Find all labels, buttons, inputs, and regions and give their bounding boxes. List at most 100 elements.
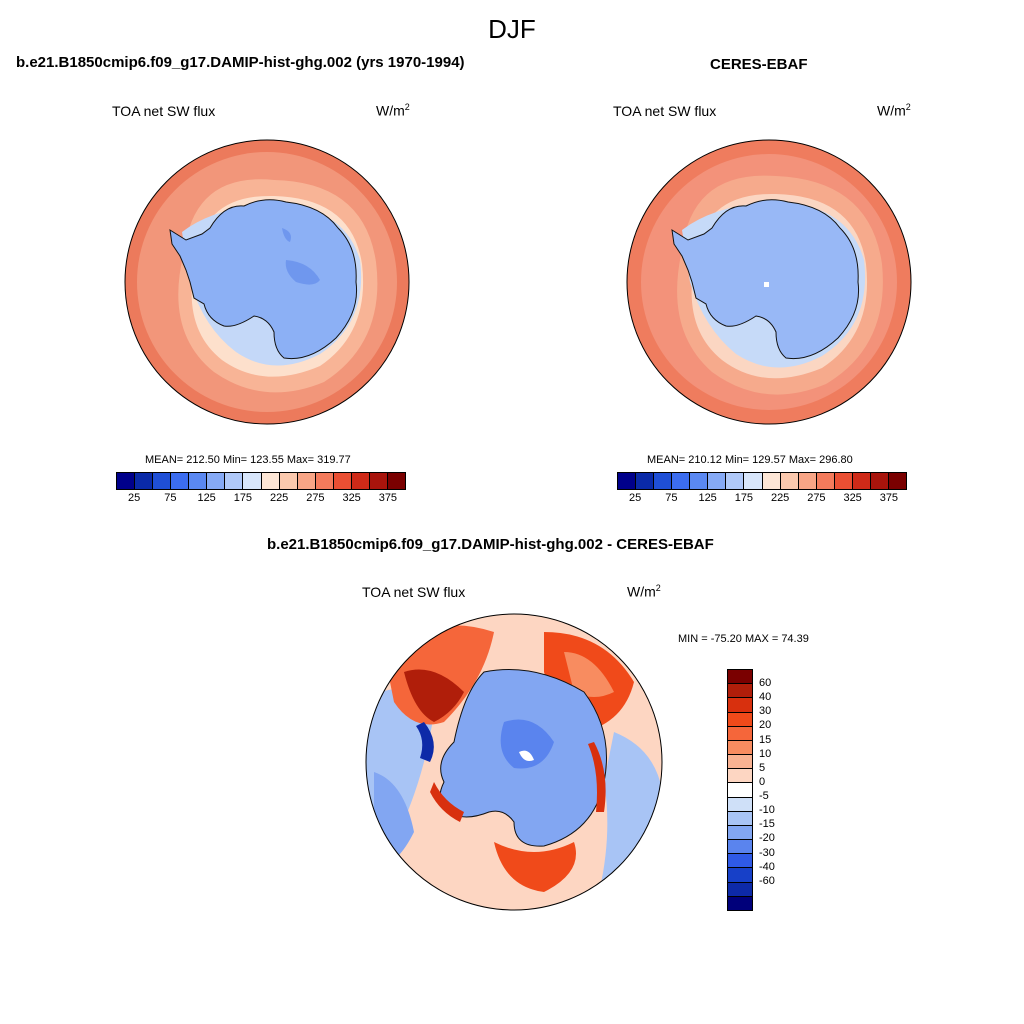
colorbar-swatches [727,669,753,911]
panel-1-unit-label: W/m2 [376,102,410,119]
colorbar-tick-label: 10 [759,747,772,760]
colorbar-swatch [315,473,334,489]
colorbar-swatch [117,473,136,489]
colorbar-swatch [728,825,752,841]
panel-1-polar-map [124,139,410,425]
colorbar-swatch [728,882,752,897]
colorbar-swatch [225,473,244,489]
colorbar-swatch [369,473,388,489]
colorbar-tick-label: 15 [759,733,772,746]
colorbar-swatch [762,473,781,489]
colorbar-swatch [243,473,262,489]
panel-2-unit-label: W/m2 [877,102,911,119]
panel-1-stats: MEAN= 212.50 Min= 123.55 Max= 319.77 [145,454,351,466]
colorbar-tick-label: -40 [759,860,775,873]
colorbar-swatch [728,726,752,741]
colorbar-tick-label: 0 [759,775,766,788]
colorbar-tick-label: 75 [665,492,678,504]
colorbar-swatch [744,473,763,489]
colorbar-swatch [261,473,280,489]
colorbar-swatch [728,896,752,910]
colorbar-swatch [690,473,709,489]
colorbar-tick-label: 175 [734,492,754,504]
colorbar-swatch [654,473,673,489]
colorbar-ticks: 25 75 125 175 225 275 325 375 [617,490,907,506]
colorbar-swatches [617,472,907,490]
colorbar-tick-label: 225 [269,492,289,504]
colorbar-tick-label: 30 [759,705,772,718]
panel-1-antarctica-landmass [169,199,358,360]
colorbar-tick-label: 375 [879,492,899,504]
colorbar-swatch [728,769,752,784]
colorbar-swatch [780,473,799,489]
panel-1-variable-label: TOA net SW flux [112,103,216,119]
colorbar-tick-label: -20 [759,832,775,845]
colorbar-swatch [728,712,752,727]
colorbar-swatch [728,670,752,685]
colorbar-ticks: 60 40 30 20 15 10 5 0 -5 -10 -15 -20 -30 -40 -60 [759,669,799,909]
colorbar-tick-label: 20 [759,719,772,732]
colorbar-tick-label: 175 [233,492,253,504]
panel-3-variable-label: TOA net SW flux [362,584,466,600]
panel-3-polar-map [365,613,663,911]
colorbar-swatch [672,473,691,489]
panel-1-title: b.e21.B1850cmip6.f09_g17.DAMIP-hist-ghg.… [16,54,465,71]
colorbar-swatch [798,473,817,489]
colorbar-tick-label: 75 [164,492,177,504]
panel-2-polar-map [626,139,912,425]
panel-3-title: b.e21.B1850cmip6.f09_g17.DAMIP-hist-ghg.… [267,536,714,553]
colorbar-swatch [171,473,190,489]
colorbar-ticks: 25 75 125 175 225 275 325 375 [116,490,406,506]
colorbar-swatch [728,740,752,756]
colorbar-swatch [153,473,172,489]
colorbar-tick-label: 325 [342,492,361,504]
colorbar-swatch [728,840,752,855]
panel-2-colorbar: 25 75 125 175 225 275 325 375 [617,472,907,506]
colorbar-tick-label: 325 [843,492,862,504]
colorbar-tick-label: -5 [759,790,769,803]
colorbar-tick-label: 60 [759,677,772,690]
panel-1-colorbar: 25 75 125 175 225 275 325 375 [116,472,406,506]
colorbar-swatch [728,698,752,713]
colorbar-tick-label: 5 [759,761,766,774]
panel-2-stats: MEAN= 210.12 Min= 129.57 Max= 296.80 [647,454,853,466]
panel-1-low-flux-patch [282,228,291,242]
panel-2-variable-label: TOA net SW flux [613,103,717,119]
colorbar-tick-label: 40 [759,691,772,704]
colorbar-swatch [870,473,889,489]
colorbar-swatch [728,783,752,798]
colorbar-tick-label: 275 [306,492,325,504]
colorbar-swatch [135,473,154,489]
colorbar-swatch [189,473,208,489]
colorbar-swatch [297,473,316,489]
colorbar-tick-label: -15 [759,818,775,831]
colorbar-swatch [636,473,655,489]
colorbar-swatch [351,473,370,489]
colorbar-swatch [728,797,752,812]
colorbar-tick-label: 125 [698,492,717,504]
colorbar-tick-label: 25 [629,492,642,504]
colorbar-swatch [207,473,226,489]
colorbar-swatch [618,473,637,489]
panel-2-title: CERES-EBAF [710,56,808,73]
colorbar-tick-label: 275 [807,492,826,504]
panel-3-colorbar: 60 40 30 20 15 10 5 0 -5 -10 -15 -20 -30 -40 -60 [727,669,775,911]
colorbar-tick-label: -60 [759,874,775,887]
panel-1-low-flux-patch-2 [285,260,320,285]
colorbar-swatch [728,868,752,883]
panel-3-stats: MIN = -75.20 MAX = 74.39 [678,633,809,645]
figure-title: DJF [488,14,536,44]
panel-2-antarctica-landmass [671,199,860,360]
colorbar-swatch [728,755,752,770]
colorbar-swatch [728,684,752,699]
colorbar-swatch [888,473,906,489]
colorbar-tick-label: -30 [759,846,775,859]
colorbar-swatch [834,473,853,489]
colorbar-tick-label: -10 [759,804,775,817]
colorbar-swatch [728,854,752,869]
panel-2-missing-cell [764,282,769,287]
colorbar-swatch [279,473,298,489]
colorbar-tick-label: 25 [128,492,141,504]
colorbar-tick-label: 125 [197,492,216,504]
colorbar-tick-label: 375 [378,492,398,504]
